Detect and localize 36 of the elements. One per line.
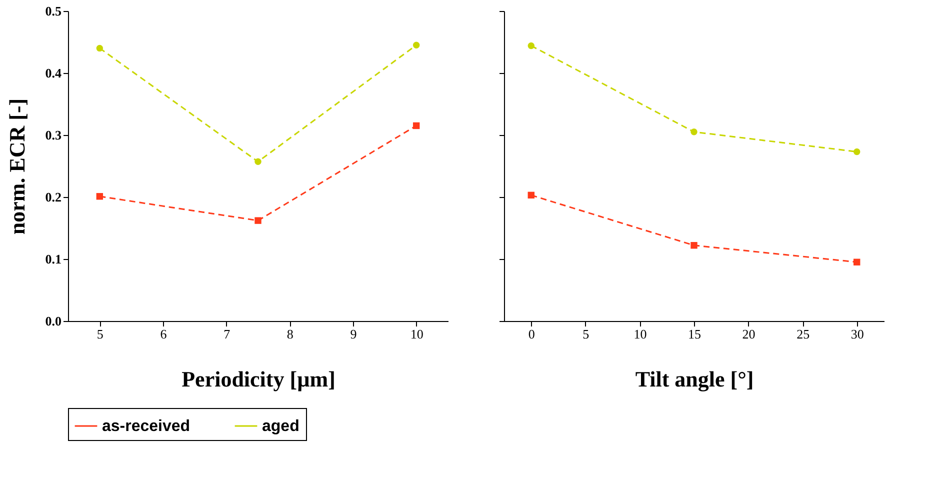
x-tick-label: 5	[96, 326, 104, 342]
y-tick-label: 0.3	[45, 128, 62, 142]
point	[96, 193, 104, 200]
y-tick-label: 0.0	[45, 314, 62, 328]
point	[690, 128, 698, 136]
x-tick-label: 6	[160, 326, 168, 342]
x-tick-label: 8	[286, 326, 294, 342]
point	[254, 158, 262, 166]
x-axis-title: Tilt angle [°]	[635, 366, 754, 392]
point	[412, 42, 420, 48]
point	[96, 44, 104, 52]
y-tick-label: 0.1	[45, 252, 62, 266]
x-axis-title: Periodicity [µm]	[182, 366, 336, 392]
point	[528, 192, 534, 198]
x-tick-label: 20	[742, 326, 756, 342]
point	[528, 42, 534, 50]
x-tick-label: 0	[528, 326, 535, 342]
x-tick-label: 10	[634, 326, 647, 342]
point	[690, 242, 698, 249]
point	[854, 258, 860, 266]
point	[254, 217, 262, 224]
x-tick-label: 25	[796, 326, 810, 342]
y-tick-label: 0.2	[45, 190, 62, 204]
legend-label: as-received	[102, 418, 190, 435]
point	[412, 122, 420, 130]
x-tick-label: 5	[582, 326, 590, 342]
y-axis-title: norm. ECR [-]	[4, 98, 30, 235]
x-tick-label: 9	[350, 326, 357, 342]
x-tick-label: 30	[850, 326, 864, 342]
legend-label: aged	[262, 418, 300, 435]
x-tick-label: 7	[224, 326, 231, 342]
y-tick-label: 0.5	[45, 4, 62, 18]
x-tick-label: 15	[688, 326, 701, 342]
y-tick-label: 0.4	[45, 66, 62, 80]
point	[854, 148, 860, 156]
x-tick-label: 10	[410, 326, 424, 342]
